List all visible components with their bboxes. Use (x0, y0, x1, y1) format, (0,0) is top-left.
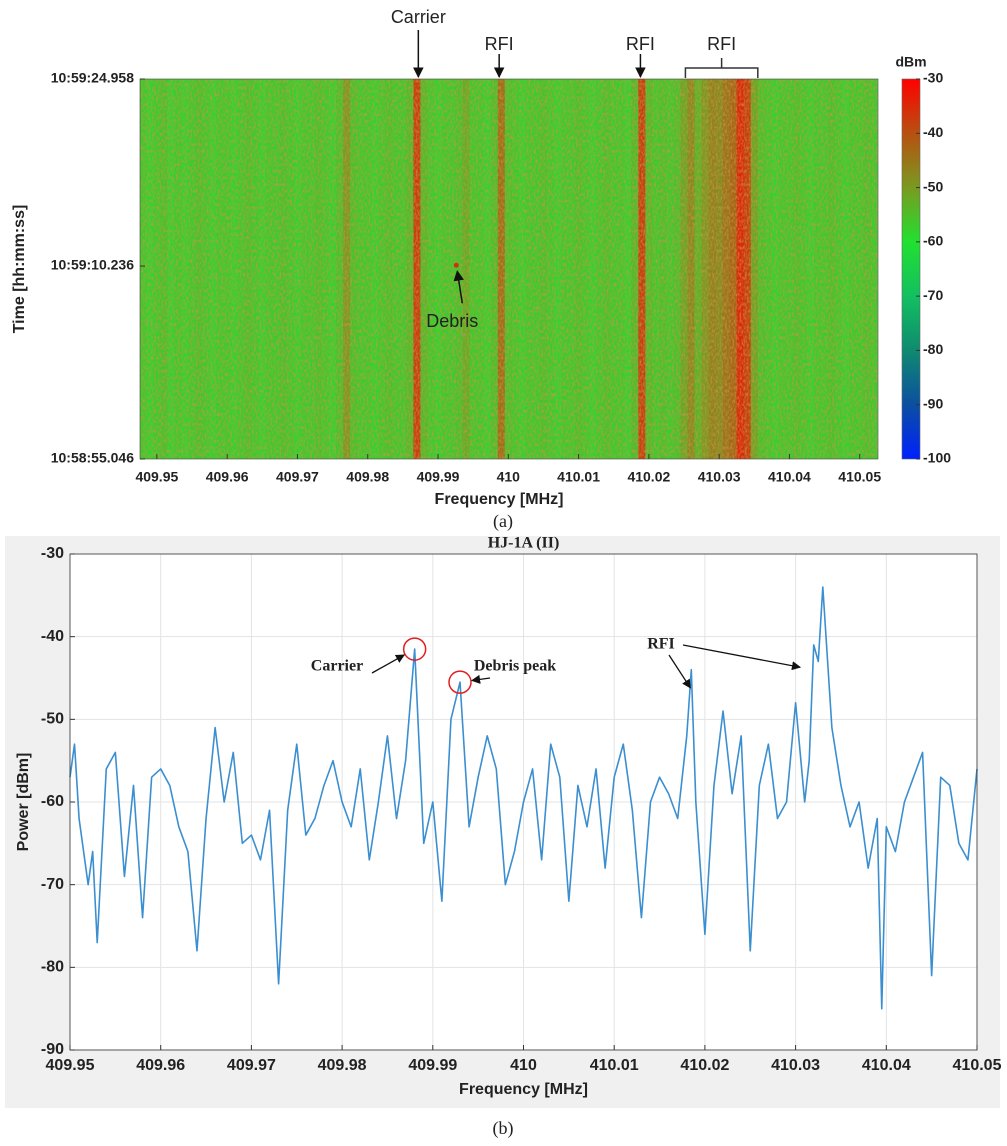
annotation: RFI (626, 34, 655, 54)
colorbar (901, 78, 921, 460)
annotation-arrow (668, 654, 691, 689)
y-tick-label: -30 (41, 545, 64, 562)
x-tick-label: 410.02 (680, 1057, 729, 1074)
plot-frame (139, 78, 879, 460)
y-tick-label: 10:59:10.236 (51, 257, 135, 273)
y-tick-label: -40 (41, 628, 64, 645)
x-tick-label: 409.97 (227, 1057, 276, 1074)
y-tick-label: 10:58:55.046 (51, 450, 135, 466)
x-tick-label: 409.98 (346, 469, 389, 485)
x-tick-label: 409.95 (135, 469, 178, 485)
x-tick-label: 410 (497, 469, 521, 485)
annotation: Carrier (311, 658, 363, 675)
annotation-bracket (684, 58, 759, 78)
x-tick-label: 409.99 (408, 1057, 457, 1074)
x-tick-label: 410.03 (698, 469, 741, 485)
colorbar-tick-label: -40 (923, 124, 943, 140)
annotation-circle (402, 637, 427, 661)
annotation: Carrier (391, 7, 446, 27)
x-axis-label: Frequency [MHz] (459, 1081, 588, 1098)
annotation-arrow (371, 654, 405, 674)
y-axis-label: Power [dBm] (15, 753, 32, 852)
x-axis-label: Frequency [MHz] (435, 491, 564, 508)
x-tick-label: 409.98 (318, 1057, 367, 1074)
x-tick-label: 410.04 (862, 1057, 911, 1074)
y-tick-label: -90 (41, 1041, 64, 1058)
noise-texture (140, 79, 878, 459)
annotation-arrow (682, 644, 802, 671)
heatmap (140, 79, 878, 459)
colorbar-label: dBm (895, 54, 926, 70)
x-tick-label: 409.97 (276, 469, 319, 485)
y-tick-label: 10:59:24.958 (51, 70, 135, 86)
annotation: RFI (707, 34, 736, 54)
x-tick-label: 409.96 (136, 1057, 185, 1074)
colorbar-tick-label: -30 (923, 70, 943, 86)
x-tick-label: 409.99 (417, 469, 460, 485)
x-tick-label: 410.04 (768, 469, 811, 485)
annotation: RFI (647, 636, 675, 653)
line-series (69, 586, 978, 1010)
y-axis-label: Time [hh:mm:ss] (11, 205, 28, 334)
colorbar-tick-label: -60 (923, 233, 943, 249)
x-tick-label: 410.01 (590, 1057, 639, 1074)
colorbar-tick-label: -90 (923, 395, 943, 411)
x-tick-label: 410.03 (771, 1057, 820, 1074)
debris-dot (453, 262, 459, 268)
colorbar-tick-label: -70 (923, 287, 943, 303)
colorbar-tick-label: -80 (923, 341, 943, 357)
y-tick-label: -50 (41, 711, 64, 728)
colorbar-tick-label: -50 (923, 178, 943, 194)
colorbar-tick-label: -100 (923, 450, 951, 466)
annotation-arrow (470, 674, 491, 684)
annotation: Debris (426, 311, 478, 331)
caption: (a) (493, 511, 513, 532)
annotation-arrow (453, 270, 464, 304)
annotation: Debris peak (474, 658, 556, 675)
x-tick-label: 410.02 (627, 469, 670, 485)
x-tick-label: 409.95 (46, 1057, 95, 1074)
caption: (b) (493, 1118, 514, 1139)
y-tick-label: -60 (41, 793, 64, 810)
y-tick-label: -80 (41, 959, 64, 976)
chart-title: HJ-1A (II) (488, 535, 560, 552)
x-tick-label: 410.05 (838, 469, 881, 485)
annotation: RFI (485, 34, 514, 54)
x-tick-label: 410.05 (953, 1057, 1002, 1074)
x-tick-label: 410 (510, 1057, 537, 1074)
x-tick-label: 410.01 (557, 469, 600, 485)
x-tick-label: 409.96 (206, 469, 249, 485)
y-tick-label: -70 (41, 876, 64, 893)
